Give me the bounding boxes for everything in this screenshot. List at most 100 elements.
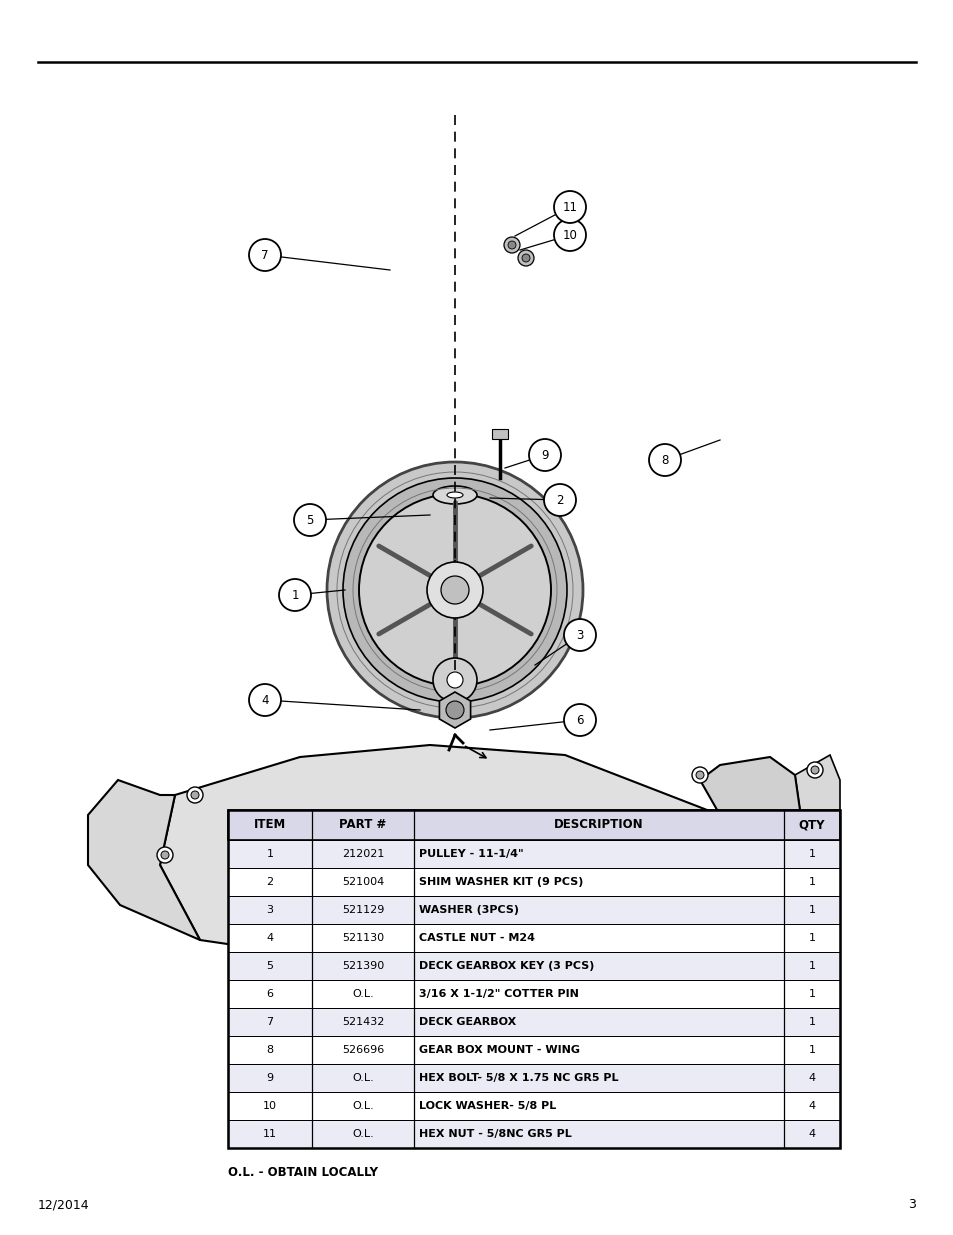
Circle shape: [191, 790, 199, 799]
Text: 521390: 521390: [341, 961, 384, 971]
Circle shape: [249, 240, 281, 270]
Polygon shape: [523, 990, 554, 1115]
Text: 12/2014: 12/2014: [38, 1198, 90, 1212]
Circle shape: [157, 847, 172, 863]
Text: 4: 4: [807, 1100, 815, 1112]
Text: 6: 6: [576, 714, 583, 726]
Ellipse shape: [399, 840, 470, 869]
Text: 5: 5: [306, 514, 314, 526]
Text: 526696: 526696: [341, 1045, 384, 1055]
Circle shape: [521, 254, 530, 262]
Text: 8: 8: [660, 453, 668, 467]
Circle shape: [294, 504, 326, 536]
Polygon shape: [729, 755, 840, 940]
Text: SHIM WASHER KIT (9 PCS): SHIM WASHER KIT (9 PCS): [418, 877, 583, 887]
Circle shape: [517, 249, 534, 266]
Polygon shape: [160, 745, 729, 977]
Text: 2: 2: [266, 877, 274, 887]
Text: 3: 3: [266, 905, 274, 915]
FancyBboxPatch shape: [492, 429, 507, 438]
Ellipse shape: [410, 845, 459, 864]
Text: 521130: 521130: [341, 932, 384, 944]
Circle shape: [161, 851, 169, 860]
Text: ITEM: ITEM: [253, 819, 286, 831]
FancyBboxPatch shape: [448, 1044, 476, 1071]
FancyBboxPatch shape: [228, 981, 840, 1008]
Text: LOCK WASHER- 5/8 PL: LOCK WASHER- 5/8 PL: [418, 1100, 556, 1112]
Circle shape: [249, 684, 281, 716]
Circle shape: [806, 762, 822, 778]
Text: 1: 1: [291, 589, 298, 601]
Text: 7: 7: [266, 1016, 274, 1028]
Text: 4: 4: [807, 1129, 815, 1139]
Text: 11: 11: [263, 1129, 276, 1139]
FancyBboxPatch shape: [228, 1008, 840, 1036]
Text: QTY: QTY: [798, 819, 824, 831]
Text: 8: 8: [266, 1045, 274, 1055]
Polygon shape: [408, 1097, 518, 1123]
FancyBboxPatch shape: [228, 840, 840, 868]
Text: 5: 5: [266, 961, 274, 971]
Circle shape: [810, 766, 818, 774]
Text: 11: 11: [562, 200, 577, 214]
Text: GEAR BOX MOUNT - WING: GEAR BOX MOUNT - WING: [418, 1045, 579, 1055]
Text: CASTLE NUT - M24: CASTLE NUT - M24: [418, 932, 535, 944]
Circle shape: [554, 219, 585, 251]
Circle shape: [408, 1099, 416, 1107]
Text: HEX NUT - 5/8NC GR5 PL: HEX NUT - 5/8NC GR5 PL: [418, 1129, 571, 1139]
FancyBboxPatch shape: [441, 1037, 481, 1077]
Text: O.L. - OBTAIN LOCALLY: O.L. - OBTAIN LOCALLY: [228, 1166, 377, 1179]
Text: PULLEY - 11-1/4": PULLEY - 11-1/4": [418, 848, 523, 860]
Circle shape: [691, 767, 707, 783]
Circle shape: [563, 619, 596, 651]
FancyBboxPatch shape: [228, 868, 840, 897]
Text: PART #: PART #: [339, 819, 386, 831]
FancyBboxPatch shape: [228, 924, 840, 952]
Text: WASHER (3PCS): WASHER (3PCS): [418, 905, 518, 915]
Circle shape: [507, 241, 516, 249]
Circle shape: [563, 704, 596, 736]
Polygon shape: [439, 692, 470, 727]
FancyBboxPatch shape: [228, 1120, 840, 1149]
Ellipse shape: [446, 1108, 474, 1123]
Text: O.L.: O.L.: [352, 989, 374, 999]
FancyBboxPatch shape: [228, 897, 840, 924]
Polygon shape: [406, 945, 516, 990]
Text: 1: 1: [807, 1045, 815, 1055]
Circle shape: [327, 462, 582, 718]
Text: 1: 1: [807, 989, 815, 999]
Text: O.L.: O.L.: [352, 1073, 374, 1083]
Text: 7: 7: [261, 248, 269, 262]
Text: 1: 1: [807, 1016, 815, 1028]
FancyBboxPatch shape: [228, 1036, 840, 1065]
Text: 4: 4: [266, 932, 274, 944]
Circle shape: [543, 484, 576, 516]
Text: 1: 1: [807, 848, 815, 860]
Text: DESCRIPTION: DESCRIPTION: [554, 819, 643, 831]
Circle shape: [447, 672, 462, 688]
Circle shape: [529, 438, 560, 471]
Circle shape: [648, 445, 680, 475]
Text: 3: 3: [576, 629, 583, 641]
Circle shape: [427, 562, 482, 618]
Text: 212021: 212021: [341, 848, 384, 860]
Circle shape: [187, 787, 203, 803]
Text: 6: 6: [266, 989, 274, 999]
FancyBboxPatch shape: [228, 1092, 840, 1120]
Circle shape: [343, 478, 566, 701]
Circle shape: [358, 494, 551, 685]
Text: O.L.: O.L.: [352, 1100, 374, 1112]
Circle shape: [446, 701, 463, 719]
Polygon shape: [639, 757, 800, 945]
Circle shape: [503, 237, 519, 253]
Text: 3/16 X 1-1/2" COTTER PIN: 3/16 X 1-1/2" COTTER PIN: [418, 989, 578, 999]
Text: 3: 3: [907, 1198, 915, 1212]
FancyBboxPatch shape: [228, 1065, 840, 1092]
Circle shape: [440, 576, 469, 604]
Polygon shape: [397, 990, 523, 1097]
Text: 9: 9: [266, 1073, 274, 1083]
Text: HEX BOLT- 5/8 X 1.75 NC GR5 PL: HEX BOLT- 5/8 X 1.75 NC GR5 PL: [418, 1073, 618, 1083]
Text: DECK GEARBOX: DECK GEARBOX: [418, 1016, 516, 1028]
Text: 1: 1: [807, 877, 815, 887]
Ellipse shape: [433, 487, 476, 504]
